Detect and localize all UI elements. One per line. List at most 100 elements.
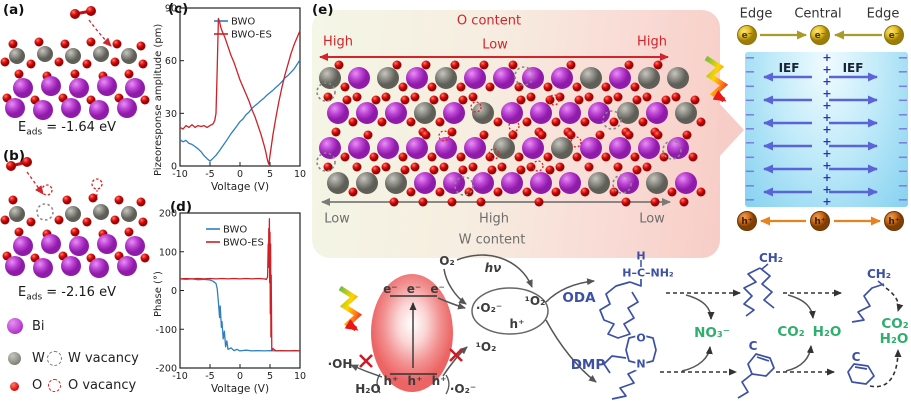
svg-text:90: 90 <box>165 4 177 15</box>
oda-label: ODA <box>562 290 596 306</box>
panel-e-arrows <box>319 53 671 206</box>
photocatalysis-mechanism <box>338 254 904 400</box>
w-content-label: W content <box>458 232 526 248</box>
svg-text:+: + <box>822 171 831 184</box>
morpholine-n-label: N <box>635 357 647 371</box>
svg-text:200: 200 <box>159 209 177 220</box>
panel-b-label: (b) <box>3 148 26 164</box>
w-high-mid-label: High <box>479 211 509 227</box>
svg-text:e⁻: e⁻ <box>742 31 753 41</box>
svg-text:−: − <box>898 79 909 94</box>
svg-text:e⁻: e⁻ <box>889 31 900 41</box>
svg-text:BWO: BWO <box>231 17 255 28</box>
hole-label: h⁺ <box>509 317 525 331</box>
svg-text:−: − <box>745 193 756 208</box>
eads-b-text: Eads = -2.16 eV <box>18 285 116 303</box>
h-top-label: H <box>636 249 646 263</box>
svg-text:−: − <box>745 94 756 109</box>
svg-text:Voltage (V): Voltage (V) <box>211 181 269 193</box>
svg-text:+: + <box>822 195 831 208</box>
svg-text:BWO-ES: BWO-ES <box>231 30 272 41</box>
charge-separation-schematic: − −− −− −− −− −− −− −− −− −− −− −+++++++++++++e⁻ e⁻ e… <box>704 25 909 231</box>
legend-w-label: W <box>32 351 45 366</box>
h2o-final-label: H₂O <box>879 331 909 347</box>
svg-text:-5: -5 <box>205 371 214 382</box>
w-atom-swatch <box>8 352 21 365</box>
svg-text:0: 0 <box>171 162 177 173</box>
svg-text:10: 10 <box>294 371 306 382</box>
svg-text:−: − <box>745 108 756 123</box>
svg-text:+: + <box>822 123 831 136</box>
svg-text:+: + <box>822 159 831 172</box>
o-content-label: O content <box>456 13 522 29</box>
phase-chart: -10 -5 0 5 10 -200 -100 0 100 200 Voltage (V) BWO BW… <box>155 209 306 396</box>
morpholine-o-label: O <box>635 331 647 345</box>
o-atom-swatch <box>10 382 19 391</box>
o-low-mid-label: Low <box>482 37 508 53</box>
svg-text:-5: -5 <box>205 169 214 180</box>
ief-right-label: IEF <box>842 61 864 75</box>
svg-text:-10: -10 <box>172 371 188 382</box>
svg-text:−: − <box>745 65 756 80</box>
svg-text:+: + <box>822 111 831 124</box>
svg-text:BWO: BWO <box>223 225 247 236</box>
panel-a-label: (a) <box>3 2 25 18</box>
w-low-right-label: Low <box>639 211 665 227</box>
svg-text:−: − <box>745 150 756 165</box>
svg-text:+: + <box>822 63 831 76</box>
legend-o-vacancy-label: O vacancy <box>68 378 137 393</box>
hydroxyl-radical-label: ·OH <box>327 357 353 371</box>
water-reactant-label: H₂O <box>355 382 381 396</box>
svg-text:−: − <box>898 51 909 66</box>
svg-text:-100: -100 <box>155 325 177 336</box>
svg-text:−: − <box>898 108 909 123</box>
svg-text:e⁻: e⁻ <box>815 31 826 41</box>
svg-text:+: + <box>822 147 831 160</box>
edge-left-label: Edge <box>739 6 773 22</box>
bi-atom-swatch <box>7 318 23 334</box>
svg-text:0: 0 <box>171 286 177 297</box>
svg-text:+: + <box>822 99 831 112</box>
svg-text:Voltage (V): Voltage (V) <box>211 383 269 395</box>
svg-text:0: 0 <box>237 169 243 180</box>
svg-text:+: + <box>822 87 831 100</box>
singlet-blocked-label: ¹O₂ <box>475 340 497 354</box>
superoxide-label: ·O₂⁻ <box>475 301 503 315</box>
svg-text:−: − <box>898 193 909 208</box>
svg-text:h⁺: h⁺ <box>741 217 752 227</box>
legend-o-label: O <box>32 378 43 393</box>
co2-final-label: CO₂ <box>881 316 909 332</box>
electrons-label: e⁻ e⁻ e⁻ <box>383 282 445 296</box>
svg-text:+: + <box>822 183 831 196</box>
legend-w-vacancy-label: W vacancy <box>68 351 139 366</box>
svg-text:−: − <box>745 79 756 94</box>
panel-b-structure <box>0 157 150 278</box>
hnu-label: hν <box>484 261 502 275</box>
svg-text:+: + <box>822 75 831 88</box>
svg-text:+: + <box>822 135 831 148</box>
eads-a-text: Eads = -1.64 eV <box>18 120 116 138</box>
svg-text:−: − <box>898 165 909 180</box>
ch2-intermediate-a-label: CH₂ <box>758 251 784 265</box>
c-intermediate-a-label: C <box>748 339 758 353</box>
svg-text:−: − <box>898 150 909 165</box>
svg-text:−: − <box>745 179 756 194</box>
o-high-left-label: High <box>323 34 353 50</box>
singlet-oxygen-label: ¹O₂ <box>524 294 546 308</box>
svg-text:-10: -10 <box>172 169 188 180</box>
svg-text:−: − <box>898 122 909 137</box>
superoxide-bottom-label: ·O₂⁻ <box>449 382 477 396</box>
svg-text:−: − <box>745 165 756 180</box>
svg-text:h⁺: h⁺ <box>888 217 899 227</box>
svg-text:5: 5 <box>267 371 273 382</box>
svg-text:100: 100 <box>159 247 177 258</box>
svg-text:−: − <box>745 51 756 66</box>
svg-text:−: − <box>898 94 909 109</box>
w-low-left-label: Low <box>324 211 350 227</box>
amplitude-chart: -10 -5 0 5 10 0 30 60 90 Voltage (V) BWO BWO-ES <box>165 4 306 194</box>
svg-text:30: 30 <box>165 109 177 120</box>
c-intermediate-b-label: C <box>851 350 861 364</box>
edge-right-label: Edge <box>866 6 900 22</box>
h2o-product-label: H₂O <box>812 324 842 340</box>
